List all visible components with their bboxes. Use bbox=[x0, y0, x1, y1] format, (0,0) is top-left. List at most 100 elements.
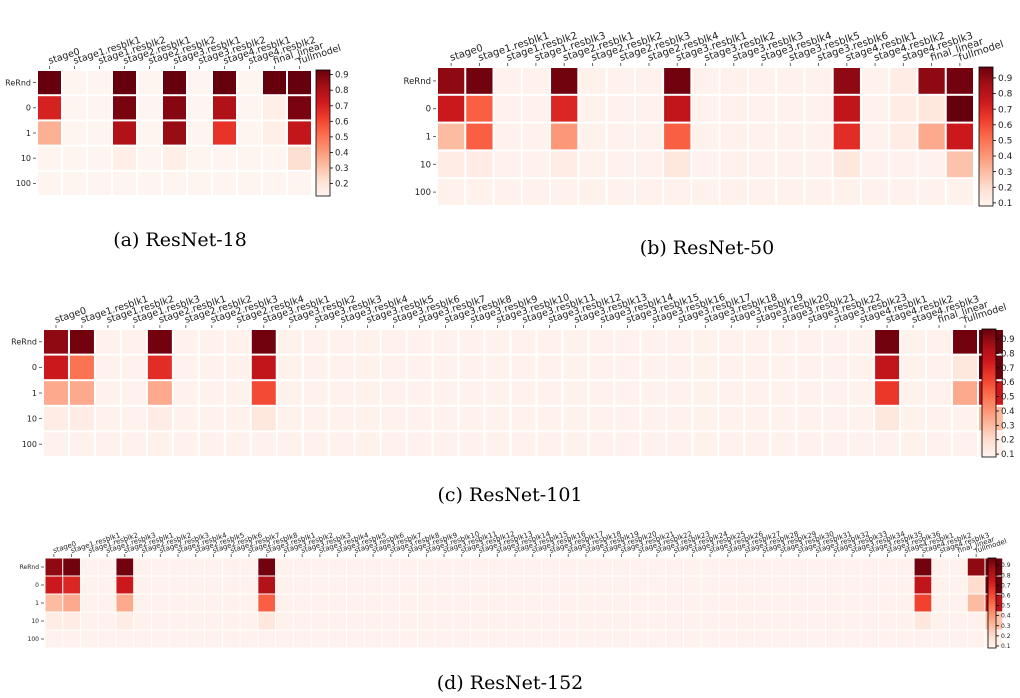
row-label: 100 bbox=[28, 636, 40, 643]
heatmap-cell bbox=[641, 406, 666, 431]
heatmap-cell bbox=[485, 355, 510, 380]
heatmap-cell bbox=[38, 121, 61, 145]
heatmap-cell bbox=[630, 594, 648, 612]
heatmap-cell bbox=[613, 558, 630, 576]
heatmap-cell bbox=[967, 558, 985, 576]
heatmap-cell bbox=[453, 630, 471, 648]
heatmap-cell bbox=[471, 612, 488, 630]
heatmap-cell bbox=[563, 432, 588, 456]
heatmap-cell bbox=[347, 594, 364, 612]
row-label: ReRnd bbox=[404, 77, 431, 87]
row-label: 10 bbox=[420, 160, 431, 170]
heatmap-cell bbox=[771, 330, 796, 354]
heatmap-cell bbox=[222, 576, 240, 594]
heatmap-cell bbox=[875, 381, 900, 405]
heatmap-cell bbox=[205, 594, 222, 612]
colorbar-tick-label: 0.3 bbox=[1001, 623, 1011, 630]
heatmap-cell bbox=[400, 612, 417, 630]
heatmap-cell bbox=[896, 558, 914, 576]
colorbar-tick-label: 0.2 bbox=[335, 180, 349, 190]
heatmap-cell bbox=[98, 612, 116, 630]
heatmap-cell bbox=[163, 71, 186, 95]
heatmap-cell bbox=[213, 146, 236, 170]
heatmap-cell bbox=[579, 151, 606, 178]
heatmap-cell bbox=[607, 68, 634, 94]
colorbar-tick-label: 0.3 bbox=[335, 164, 349, 174]
heatmap-cell bbox=[116, 612, 134, 630]
heatmap-cell bbox=[433, 432, 458, 456]
heatmap-cell bbox=[169, 558, 187, 576]
colorbar: 0.2 0.3 0.4 0.5 0.6 0.7 0.8 0.9 bbox=[315, 69, 349, 197]
heatmap-cell bbox=[151, 576, 169, 594]
heatmap-cell bbox=[471, 576, 488, 594]
heatmap-cell bbox=[613, 594, 630, 612]
colorbar-gradient bbox=[315, 69, 331, 197]
heatmap-cell bbox=[861, 612, 879, 630]
heatmap-cell bbox=[648, 612, 666, 630]
heatmap-cell bbox=[364, 558, 382, 576]
heatmap-cell bbox=[276, 594, 293, 612]
heatmap-cell bbox=[277, 330, 302, 354]
heatmap-cell bbox=[932, 594, 950, 612]
heatmap-cell bbox=[875, 330, 900, 354]
heatmap-cell bbox=[63, 121, 86, 145]
heatmap-cell bbox=[113, 171, 136, 195]
colorbar: 0.1 0.2 0.3 0.4 0.5 0.6 0.7 0.8 0.9 bbox=[978, 66, 1013, 209]
heatmap-cell bbox=[615, 381, 640, 405]
heatmap-cell bbox=[745, 330, 770, 354]
heatmap-cell bbox=[720, 179, 747, 205]
heatmap-cell bbox=[607, 179, 634, 205]
colorbar: 0.1 0.2 0.3 0.4 0.5 0.6 0.7 0.8 0.9 bbox=[981, 328, 1015, 460]
heatmap-cell bbox=[890, 95, 917, 122]
heatmap-cell bbox=[188, 121, 211, 145]
heatmap-cell bbox=[522, 123, 550, 150]
heatmap-cell bbox=[205, 630, 222, 648]
heatmap-cell bbox=[843, 630, 861, 648]
heatmap-cell bbox=[225, 330, 250, 354]
heatmap-cell bbox=[589, 406, 614, 431]
heatmap-cell bbox=[777, 151, 804, 178]
heatmap-cell bbox=[134, 612, 151, 630]
heatmap-cell bbox=[932, 558, 950, 576]
heatmap-cell bbox=[754, 612, 772, 630]
heatmap-cell bbox=[754, 630, 772, 648]
heatmap-cell bbox=[311, 558, 329, 576]
heatmap-cell bbox=[329, 330, 354, 354]
heatmap-cell bbox=[967, 576, 985, 594]
heatmap-cell bbox=[364, 630, 382, 648]
heatmap-cell bbox=[577, 576, 595, 594]
heatmap-cell bbox=[147, 330, 172, 354]
heatmap-cell bbox=[748, 179, 776, 205]
heatmap-cell bbox=[737, 558, 754, 576]
heatmap-cell bbox=[563, 330, 588, 354]
heatmap-cell bbox=[666, 594, 683, 612]
heatmap-cell bbox=[69, 330, 94, 354]
heatmap-cell bbox=[506, 612, 524, 630]
heatmap-cell bbox=[438, 95, 465, 122]
heatmap-cell bbox=[276, 576, 293, 594]
heatmap-cell bbox=[44, 330, 68, 354]
heatmap-cell bbox=[918, 123, 945, 150]
heatmap-cell bbox=[946, 179, 973, 205]
heatmap-cell bbox=[559, 594, 577, 612]
heatmap-cell bbox=[719, 630, 737, 648]
heatmap-cell bbox=[615, 355, 640, 380]
heatmap-cell bbox=[748, 151, 776, 178]
heatmap-cell bbox=[438, 179, 465, 205]
colorbar-tick-label: 0.4 bbox=[998, 152, 1013, 162]
heatmap-cell bbox=[927, 355, 952, 380]
heatmap-cell bbox=[222, 612, 240, 630]
heatmap-cell bbox=[433, 355, 458, 380]
heatmap-cell bbox=[263, 71, 286, 95]
heatmap-cell bbox=[559, 630, 577, 648]
heatmap-cell bbox=[790, 576, 808, 594]
heatmap-cell bbox=[901, 406, 926, 431]
heatmap-cell bbox=[825, 576, 843, 594]
heatmap-cell bbox=[849, 432, 874, 456]
heatmap-cell bbox=[843, 612, 861, 630]
heatmap-cell bbox=[258, 576, 276, 594]
heatmap-cell bbox=[488, 612, 506, 630]
heatmap-cell bbox=[63, 630, 80, 648]
heatmap-cell bbox=[263, 171, 286, 195]
heatmap-cell bbox=[453, 612, 471, 630]
